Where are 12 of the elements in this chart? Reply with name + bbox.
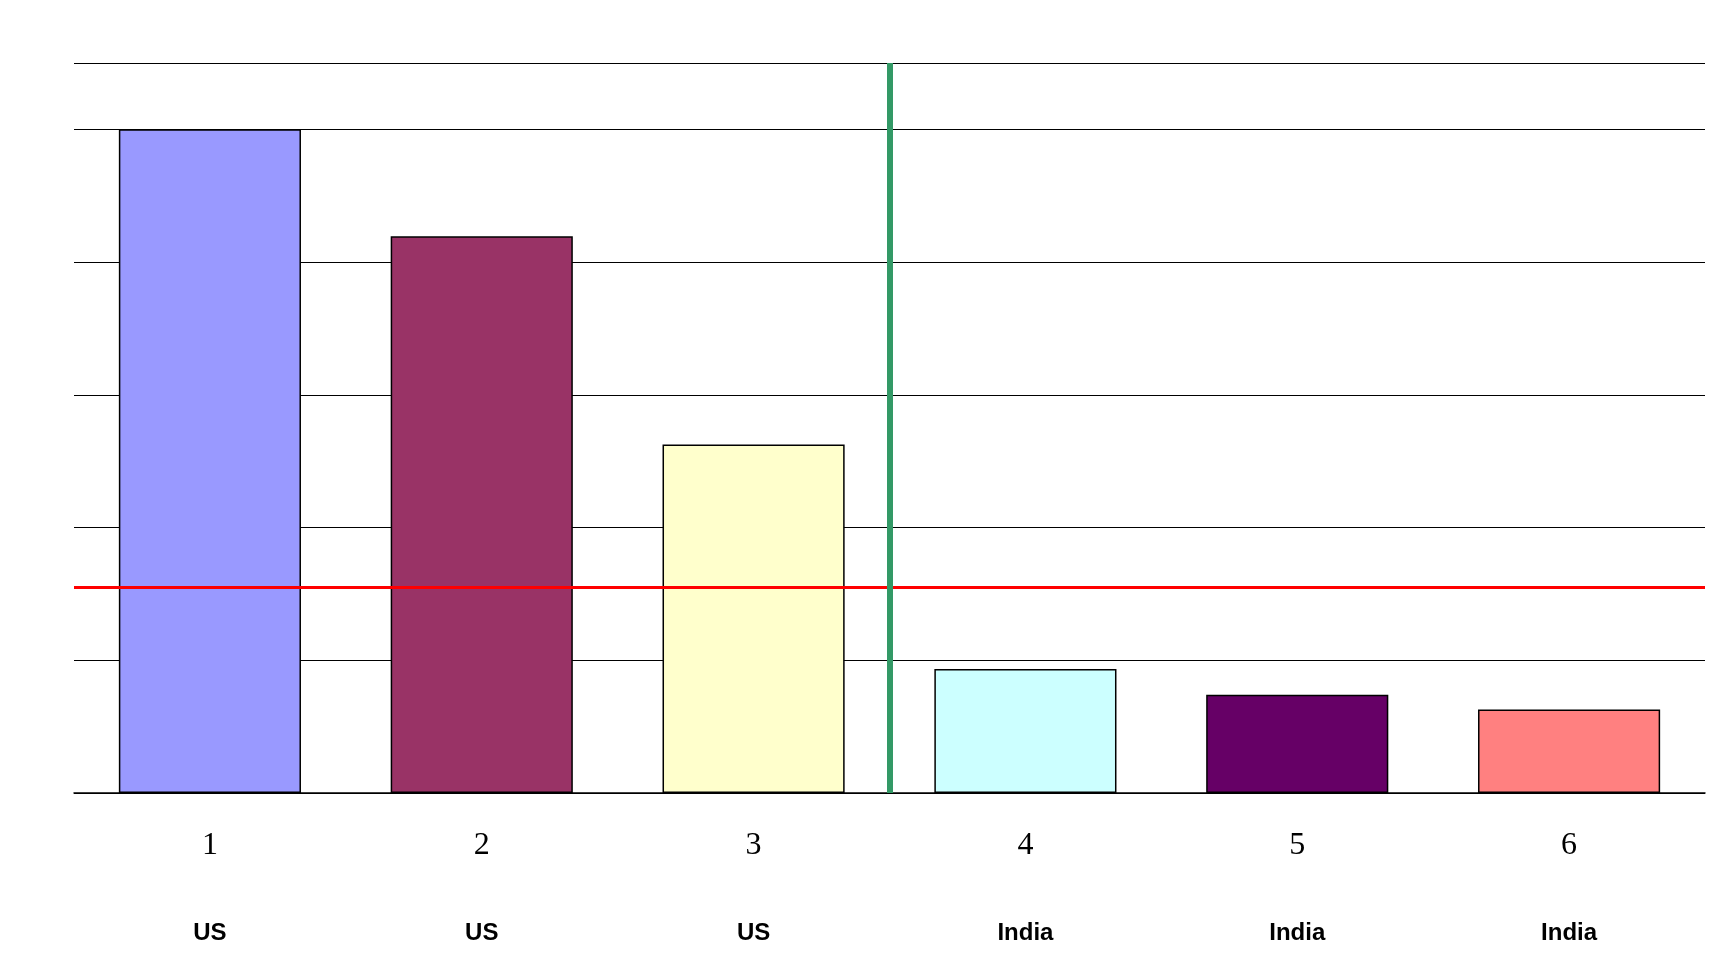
text: India <box>997 917 1055 945</box>
text: US <box>736 917 771 945</box>
x-tick-label: 3 <box>745 825 762 861</box>
text: US <box>465 917 499 945</box>
x-tick-label: 6 <box>1561 825 1578 861</box>
text: US <box>193 917 227 945</box>
x-tick-label: 2 <box>473 825 490 861</box>
x-tick-label: 4 <box>1017 825 1034 861</box>
x-tick-label: 1 <box>201 825 218 861</box>
text: India <box>1269 917 1326 945</box>
x-tick-label: 5 <box>1289 825 1306 861</box>
text: India <box>1541 917 1598 945</box>
